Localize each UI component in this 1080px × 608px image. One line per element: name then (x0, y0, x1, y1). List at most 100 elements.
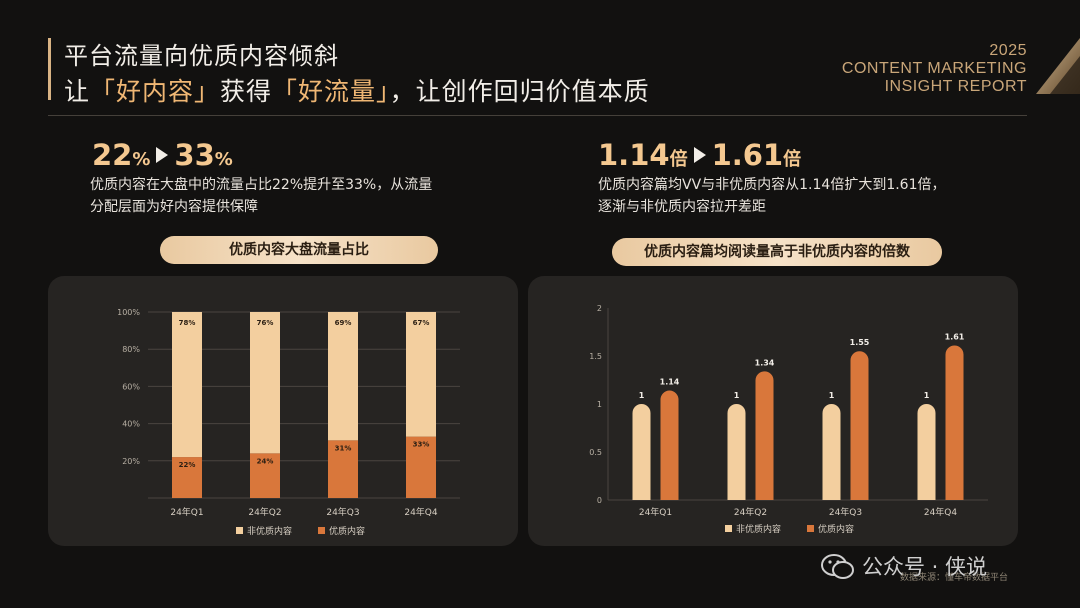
bar-segment-non-premium (172, 312, 202, 458)
y-tick-label: 0 (597, 496, 602, 505)
right-desc-line2: 逐渐与非优质内容拉开差距 (598, 199, 766, 215)
x-tick-label: 24年Q2 (248, 506, 281, 518)
bar-value-label: 1 (924, 391, 930, 400)
left-stat-description: 优质内容在大盘中的流量占比22%提升至33%，从流量 分配层面为好内容提供保障 (90, 174, 432, 218)
left-stat-from: 22 (92, 138, 133, 172)
bar-premium (850, 351, 869, 500)
legend-label: 优质内容 (818, 523, 854, 535)
bar-non-premium (727, 404, 746, 500)
left-stat-to-unit: % (214, 149, 233, 170)
left-desc-line2: 分配层面为好内容提供保障 (90, 199, 258, 215)
bar-value-label: 69% (335, 319, 352, 327)
bar-value-label: 67% (413, 319, 430, 327)
x-tick-label: 24年Q3 (326, 506, 359, 518)
bar-value-label: 33% (413, 441, 430, 449)
bar-value-label: 1 (734, 391, 740, 400)
right-desc-line1: 优质内容篇均VV与非优质内容从1.14倍扩大到1.61倍， (598, 177, 946, 193)
wechat-icon (821, 554, 854, 579)
legend-swatch-non-premium (725, 525, 732, 532)
bar-premium (755, 371, 774, 500)
arrow-right-icon (156, 147, 169, 163)
bar-segment-non-premium (328, 312, 358, 441)
bar-base (822, 490, 841, 500)
x-tick-label: 24年Q3 (829, 506, 862, 518)
bar-value-label: 1 (829, 391, 835, 400)
y-tick-label: 100% (117, 308, 140, 317)
bar-segment-non-premium (250, 312, 280, 454)
bar-value-label: 1.61 (945, 332, 965, 341)
bar-segment-premium (250, 453, 280, 498)
x-tick-label: 24年Q4 (404, 506, 438, 518)
legend-label: 非优质内容 (736, 523, 781, 535)
y-tick-label: 1 (597, 400, 602, 409)
subtitle-part: ，让创作回归价值本质 (389, 77, 650, 106)
bar-value-label: 22% (179, 461, 196, 469)
right-stat-headline: 1.14倍 1.61倍 (598, 138, 801, 172)
bar-value-label: 1.34 (755, 358, 775, 367)
left-stat-from-unit: % (132, 149, 151, 170)
y-tick-label: 20% (122, 457, 140, 466)
right-stat-to-unit: 倍 (783, 149, 802, 170)
bar-value-label: 1.14 (660, 378, 680, 387)
y-tick-label: 40% (122, 420, 140, 429)
bar-premium (945, 345, 964, 500)
right-chart-panel: 0 0.5 1 1.5 2 1 1.14 24年Q1 1 1.34 24年Q2 1 1.55 24年Q3 1… (528, 276, 1018, 546)
watermark: 公众号 · 侠说 (862, 555, 988, 579)
legend-swatch-premium (807, 525, 814, 532)
subtitle-part: 让 (64, 77, 91, 106)
legend-label: 非优质内容 (247, 525, 292, 537)
y-tick-label: 1.5 (589, 352, 602, 361)
title-accent-bar (48, 38, 51, 100)
legend-swatch-premium (318, 527, 325, 534)
y-tick-label: 60% (122, 382, 140, 391)
bar-value-label: 1 (639, 391, 645, 400)
left-stat-to: 33 (174, 138, 215, 172)
bar-value-label: 78% (179, 319, 196, 327)
left-chart-title-pill: 优质内容大盘流量占比 (160, 236, 438, 264)
bar-base (755, 490, 774, 500)
header-divider (48, 115, 1027, 116)
bar-value-label: 76% (257, 319, 274, 327)
left-desc-line1: 优质内容在大盘中的流量占比22%提升至33%，从流量 (90, 177, 433, 193)
subtitle-highlight: 「好流量」 (272, 77, 390, 106)
right-stat-from: 1.14 (598, 138, 670, 172)
report-year: 2025 (989, 42, 1027, 59)
bar-base (945, 490, 964, 500)
legend-swatch-non-premium (236, 527, 243, 534)
bar-non-premium (822, 404, 841, 500)
x-tick-label: 24年Q4 (924, 506, 958, 518)
bar-non-premium (632, 404, 651, 500)
bar-base (632, 490, 651, 500)
y-tick-label: 0.5 (589, 448, 602, 457)
bar-base (660, 490, 679, 500)
bar-base (917, 490, 936, 500)
bar-value-label: 24% (257, 457, 274, 465)
bar-non-premium (917, 404, 936, 500)
right-stat-from-unit: 倍 (669, 149, 688, 170)
grouped-bar-chart: 0 0.5 1 1.5 2 1 1.14 24年Q1 1 1.34 24年Q2 1 1.55 24年Q3 1… (589, 304, 988, 535)
bar-base (850, 490, 869, 500)
subtitle-highlight: 「好内容」 (90, 77, 221, 106)
left-stat-headline: 22% 33% (92, 138, 233, 172)
page-subtitle: 让「好内容」获得「好流量」，让创作回归价值本质 (64, 72, 650, 108)
y-tick-label: 80% (122, 345, 140, 354)
x-tick-label: 24年Q2 (734, 506, 767, 518)
page-title: 平台流量向优质内容倾斜 (64, 42, 339, 70)
report-line1: CONTENT MARKETING (841, 60, 1027, 77)
left-chart-panel: 20% 40% 60% 80% 100% 78% 22% 24年Q1 76% 24% 24年Q2 69… (48, 276, 518, 546)
corner-decoration (1036, 38, 1080, 94)
report-label: 2025 CONTENT MARKETING INSIGHT REPORT (842, 42, 1027, 96)
bar-segment-premium (328, 440, 358, 498)
stacked-bar-chart: 20% 40% 60% 80% 100% 78% 22% 24年Q1 76% 24% 24年Q2 69… (117, 308, 460, 537)
bar-segment-non-premium (406, 312, 436, 437)
bar-base (727, 490, 746, 500)
bar-value-label: 31% (335, 444, 352, 452)
x-tick-label: 24年Q1 (639, 506, 672, 518)
bar-premium (660, 390, 679, 500)
data-source: 数据来源：懂车帝数据平台 (899, 573, 1008, 583)
right-stat-description: 优质内容篇均VV与非优质内容从1.14倍扩大到1.61倍， 逐渐与非优质内容拉开… (598, 174, 946, 218)
subtitle-part: 获得 (220, 77, 273, 106)
x-tick-label: 24年Q1 (170, 506, 203, 518)
bar-segment-premium (172, 457, 202, 498)
right-chart-title-pill: 优质内容篇均阅读量高于非优质内容的倍数 (612, 238, 942, 266)
